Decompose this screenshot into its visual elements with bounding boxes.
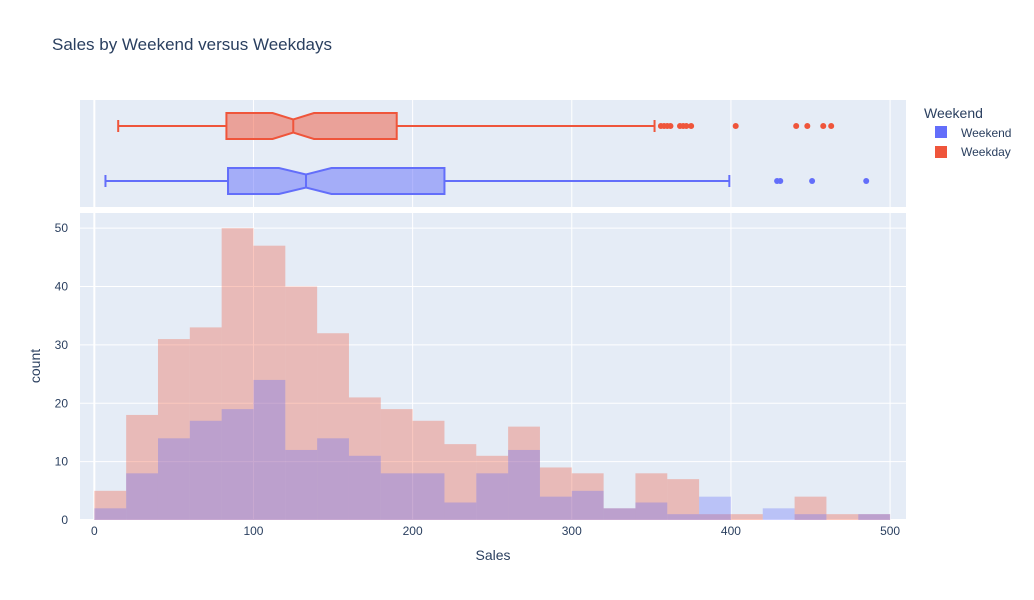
histogram-bars: [94, 228, 891, 520]
bar-weekend: [253, 379, 286, 520]
chart-title: Sales by Weekend versus Weekdays: [52, 35, 332, 54]
legend-item-weekday[interactable]: Weekday: [935, 145, 1011, 159]
x-tick-label: 100: [243, 524, 263, 538]
bar-weekday: [94, 490, 127, 520]
bar-weekend: [762, 508, 795, 520]
y-tick-label: 40: [55, 280, 69, 294]
y-tick-label: 50: [55, 221, 69, 235]
bar-weekend: [285, 449, 318, 520]
x-tick-label: 0: [91, 524, 98, 538]
bar-weekday: [508, 426, 540, 520]
x-tick-label: 400: [721, 524, 741, 538]
bar-series-weekend: [94, 379, 891, 520]
bar-weekend: [508, 449, 540, 520]
bar-weekday: [412, 420, 445, 520]
bar-weekend: [476, 473, 509, 520]
bar-weekday: [253, 245, 286, 520]
y-tick-label: 30: [55, 338, 69, 352]
bar-weekend: [539, 496, 572, 520]
box-body: [227, 167, 446, 195]
boxplot-weekend: [104, 167, 870, 195]
outlier-point: [793, 123, 800, 129]
bar-weekday: [476, 455, 509, 520]
y-axis-ticks: 0 10 20 30 40 50: [55, 221, 69, 527]
bar-weekend: [444, 502, 477, 520]
bar-weekday: [189, 327, 222, 520]
bar-weekend: [571, 490, 604, 520]
bar-weekend: [858, 514, 891, 520]
bar-weekday: [826, 514, 859, 520]
bar-weekday: [126, 414, 158, 520]
legend-swatch-weekday: [935, 146, 947, 158]
bar-weekend: [221, 409, 254, 520]
bar-weekend: [635, 502, 668, 520]
y-tick-label: 20: [55, 396, 69, 410]
y-tick-label: 10: [55, 455, 69, 469]
outlier-point: [809, 178, 816, 184]
bar-weekday: [348, 397, 381, 520]
bar-weekday: [317, 333, 349, 520]
outlier-point: [683, 123, 690, 129]
bar-weekday: [157, 339, 190, 520]
outlier-point: [804, 123, 811, 129]
boxplot-weekday: [117, 112, 835, 140]
bar-weekend: [699, 496, 731, 520]
bar-weekend: [317, 438, 349, 520]
box-body: [225, 112, 398, 140]
bar-weekend: [348, 455, 381, 520]
outlier-point: [688, 123, 695, 129]
legend: Weekend Weekend Weekday: [924, 105, 1011, 159]
bar-weekday: [539, 467, 572, 520]
legend-label-weekend: Weekend: [961, 126, 1011, 140]
bar-weekday: [221, 228, 254, 520]
legend-label-weekday: Weekday: [961, 145, 1011, 159]
bar-weekday: [444, 444, 477, 520]
outlier-point: [820, 123, 827, 129]
y-tick-label: 0: [61, 513, 68, 527]
x-tick-label: 300: [562, 524, 582, 538]
boxplot-panel: [80, 100, 906, 207]
outlier-point: [777, 178, 784, 184]
x-axis-title: Sales: [475, 547, 510, 563]
legend-swatch-weekend: [935, 126, 947, 138]
legend-title: Weekend: [924, 105, 983, 121]
bar-weekend: [126, 473, 158, 520]
histogram-panel: [80, 213, 906, 520]
bar-weekend: [794, 514, 827, 520]
bar-weekday: [571, 473, 604, 520]
x-tick-label: 500: [880, 524, 900, 538]
bar-weekend: [412, 473, 445, 520]
outlier-point: [667, 123, 674, 129]
bar-weekday: [667, 479, 700, 520]
legend-item-weekend[interactable]: Weekend: [935, 126, 1011, 140]
bar-weekend: [603, 508, 636, 520]
bar-weekday: [730, 514, 763, 520]
y-axis-title: count: [27, 349, 43, 383]
bar-weekday: [699, 514, 731, 520]
bar-weekend: [94, 508, 127, 520]
bar-weekday: [635, 473, 668, 520]
bar-weekday: [380, 409, 413, 520]
bar-weekday: [858, 514, 891, 520]
bar-weekend: [380, 473, 413, 520]
bar-weekend: [189, 420, 222, 520]
outlier-point: [863, 178, 870, 184]
x-tick-label: 200: [403, 524, 423, 538]
bar-series-weekday: [94, 228, 891, 520]
bar-weekend: [157, 438, 190, 520]
outlier-point: [828, 123, 835, 129]
bar-weekday: [794, 496, 827, 520]
bar-weekend: [667, 514, 700, 520]
bar-weekday: [603, 508, 636, 520]
bar-weekday: [285, 286, 318, 520]
histogram-gridlines: [80, 213, 906, 521]
boxplot-layer: [104, 112, 870, 195]
x-axis-ticks: 0 100 200 300 400 500: [91, 524, 900, 538]
outlier-point: [732, 123, 739, 129]
